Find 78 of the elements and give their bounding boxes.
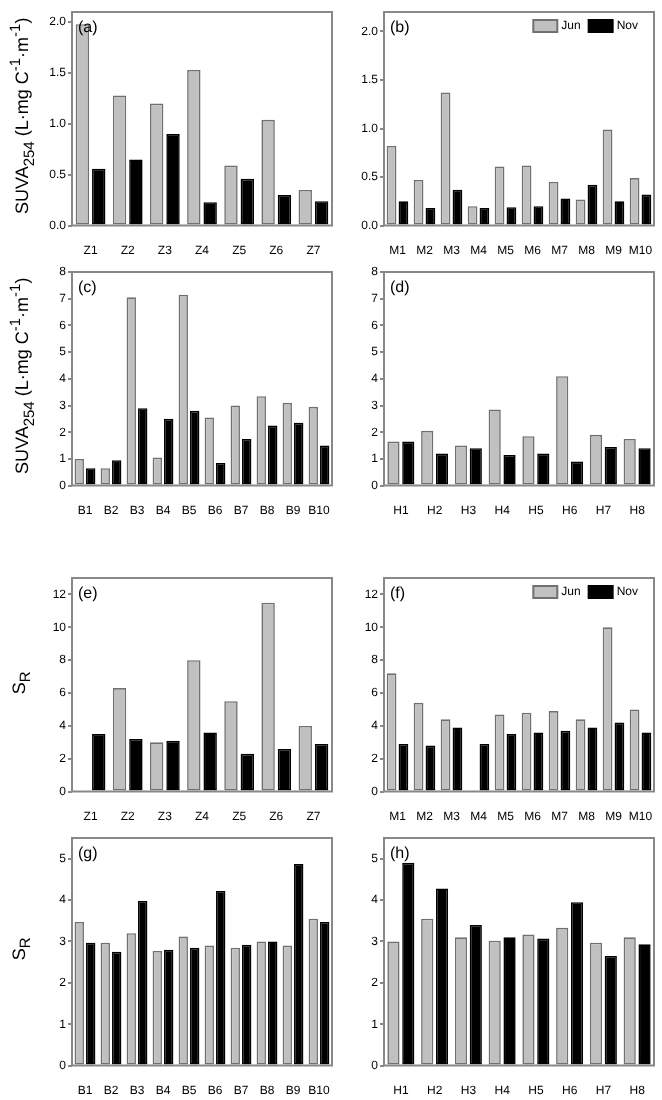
- bar: [203, 202, 217, 225]
- bar: [277, 195, 292, 225]
- bar: [112, 951, 122, 1065]
- bar: [479, 743, 490, 791]
- bar: [435, 888, 449, 1065]
- bar: [92, 168, 106, 225]
- bar: [166, 740, 180, 791]
- bar: [452, 727, 463, 791]
- bar: [425, 745, 436, 791]
- bar: [129, 739, 143, 791]
- bar: [268, 425, 278, 485]
- chart-title: (f): [390, 584, 406, 603]
- chart-title: (a): [78, 18, 99, 37]
- chart-title: (b): [390, 18, 411, 37]
- bar: [506, 734, 517, 791]
- bar: [533, 732, 544, 791]
- bar: [587, 184, 598, 225]
- bar: [277, 748, 292, 791]
- bar: [398, 743, 409, 791]
- chart-title: (c): [78, 278, 98, 297]
- bar: [479, 208, 490, 225]
- bar: [604, 955, 617, 1065]
- chart-title: (d): [390, 278, 411, 297]
- bar: [533, 206, 544, 225]
- bar: [469, 924, 482, 1065]
- bar: [638, 448, 651, 485]
- bar: [216, 462, 226, 485]
- bar: [614, 722, 625, 791]
- bar: [638, 944, 651, 1065]
- bar: [570, 461, 584, 485]
- bar: [537, 453, 550, 485]
- bar: [469, 448, 482, 485]
- bar: [641, 732, 652, 791]
- bar: [86, 942, 96, 1065]
- bar: [402, 441, 415, 485]
- bar: [503, 454, 516, 485]
- bar: [314, 743, 329, 791]
- chart-title: (e): [78, 584, 99, 603]
- bar: [641, 194, 652, 225]
- bar: [138, 900, 148, 1065]
- bar: [570, 902, 584, 1065]
- bar: [164, 949, 174, 1065]
- bar: [268, 941, 278, 1065]
- bar: [294, 422, 304, 485]
- bar: [190, 947, 200, 1065]
- chart-title: (h): [390, 844, 411, 863]
- bar: [614, 201, 625, 225]
- bar: [537, 938, 550, 1065]
- bar: [294, 864, 304, 1065]
- bar: [560, 730, 571, 791]
- bar: [138, 408, 148, 485]
- bar: [190, 410, 200, 485]
- bar: [242, 438, 252, 485]
- bar: [402, 862, 415, 1065]
- bar: [604, 446, 617, 485]
- bar: [240, 178, 255, 225]
- bar: [242, 944, 252, 1065]
- bar: [112, 460, 122, 485]
- bar: [560, 198, 571, 225]
- bar: [452, 189, 463, 225]
- bar: [314, 201, 329, 225]
- bar: [166, 134, 180, 225]
- bar: [86, 468, 96, 485]
- chart-title: (g): [78, 844, 99, 863]
- bar: [92, 734, 106, 791]
- bar: [240, 753, 255, 791]
- bar: [129, 159, 143, 225]
- bar: [203, 732, 217, 791]
- bar: [164, 418, 174, 485]
- bar: [506, 207, 517, 225]
- bar: [435, 453, 449, 485]
- bar: [398, 201, 409, 225]
- bar: [587, 727, 598, 791]
- bar: [216, 890, 226, 1065]
- bar: [425, 208, 436, 225]
- bar: [503, 937, 516, 1065]
- bar: [320, 445, 330, 485]
- bar: [320, 922, 330, 1065]
